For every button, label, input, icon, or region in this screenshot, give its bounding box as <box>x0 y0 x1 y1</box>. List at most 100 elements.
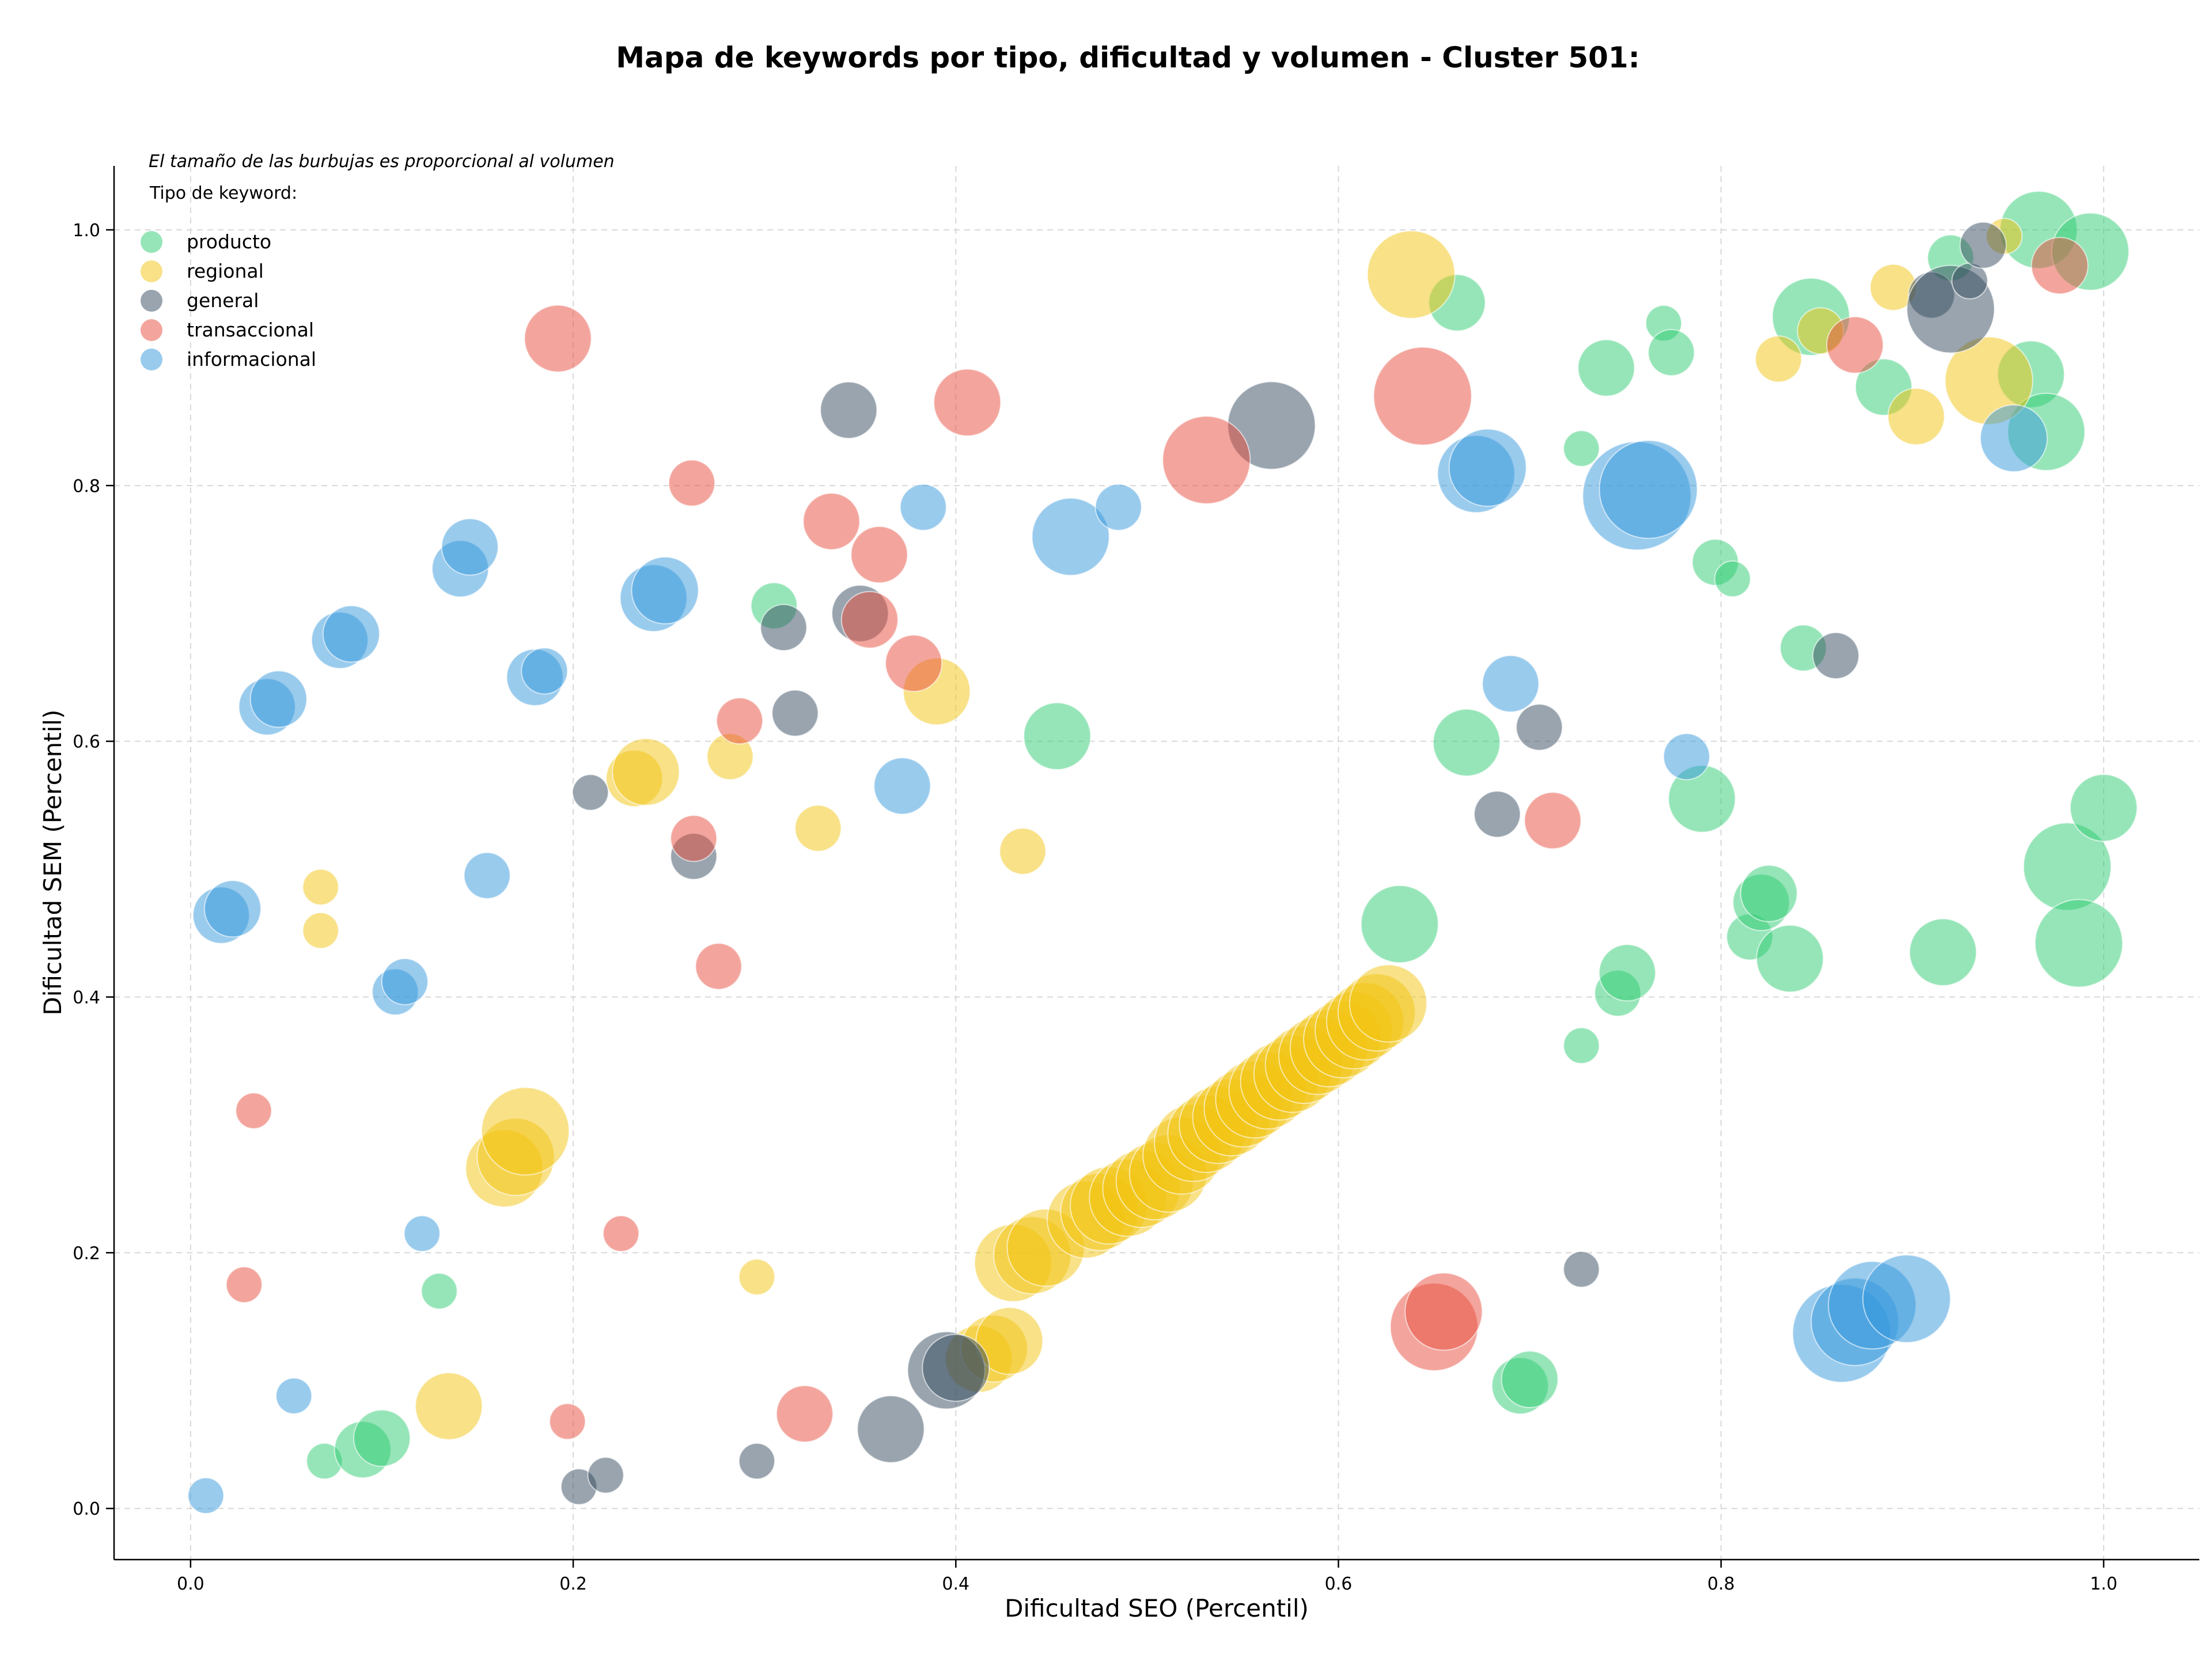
regional-bubble <box>999 827 1047 875</box>
regional-bubble <box>415 1372 483 1440</box>
regional-bubble <box>1887 388 1945 445</box>
regional-bubble <box>612 737 680 806</box>
informacional-bubble <box>521 647 569 695</box>
informacional-bubble <box>899 483 947 531</box>
y-axis-label: Dificultad SEM (Percentil) <box>39 710 67 1016</box>
legend-items: producto regional general transaccional info… <box>141 230 316 370</box>
informacional-bubble <box>1448 428 1527 507</box>
producto-bubble <box>1023 702 1092 770</box>
y-tick-label: 0.0 <box>73 1499 100 1519</box>
transaccional-bubble <box>225 1266 263 1303</box>
general-bubble <box>771 689 819 737</box>
informacional-bubble <box>381 958 429 1005</box>
informacional-bubble <box>1599 440 1698 539</box>
transaccional-legend-label: transaccional <box>187 319 314 341</box>
producto-bubble <box>1577 339 1635 397</box>
y-tick-label: 1.0 <box>73 221 100 241</box>
producto-bubble <box>1740 864 1798 922</box>
regional-bubble <box>794 804 842 852</box>
general-bubble <box>760 604 808 652</box>
general-bubble <box>572 774 609 811</box>
transaccional-bubble <box>775 1385 834 1443</box>
x-tick-label: 1.0 <box>2090 1574 2118 1594</box>
x-tick-label: 0.0 <box>177 1574 204 1594</box>
y-tick-label: 0.6 <box>73 732 100 752</box>
informacional-legend-label: informacional <box>187 348 316 370</box>
transaccional-bubble <box>1373 346 1472 446</box>
informacional-bubble <box>1862 1254 1951 1344</box>
general-bubble <box>587 1456 624 1494</box>
y-tick-label: 0.4 <box>73 988 100 1008</box>
transaccional-bubble <box>549 1403 586 1440</box>
transaccional-bubble <box>716 697 763 745</box>
general-bubble <box>857 1395 925 1463</box>
producto-bubble <box>353 1409 411 1467</box>
producto-legend-label: producto <box>187 230 271 253</box>
producto-bubble <box>1714 560 1751 597</box>
producto-bubble <box>2069 774 2138 842</box>
producto-bubble <box>1360 885 1439 963</box>
y-tick-label: 0.8 <box>73 476 100 497</box>
regional-bubble <box>1755 335 1802 383</box>
x-tick-label: 0.2 <box>559 1574 587 1594</box>
chart-title: Mapa de keywords por tipo, dificultad y … <box>616 41 1639 74</box>
transaccional-bubble <box>2031 237 2089 295</box>
general-bubble <box>820 381 878 439</box>
general-legend-marker <box>141 290 162 312</box>
transaccional-bubble <box>1404 1272 1483 1351</box>
general-bubble <box>1474 790 1521 838</box>
x-tick-label: 0.6 <box>1325 1574 1353 1594</box>
transaccional-legend-marker <box>141 319 162 341</box>
informacional-bubble <box>203 880 262 938</box>
informacional-bubble <box>873 757 931 815</box>
producto-bubble <box>1756 924 1824 993</box>
informacional-bubble <box>441 518 499 576</box>
regional-legend-marker <box>141 260 162 282</box>
informacional-bubble <box>1662 733 1710 781</box>
informacional-bubble <box>631 556 699 625</box>
producto-bubble <box>1433 708 1501 777</box>
x-tick-label: 0.8 <box>1707 1574 1735 1594</box>
producto-legend-marker <box>141 231 162 253</box>
transaccional-bubble <box>840 591 899 649</box>
regional-bubble <box>481 1087 570 1176</box>
regional-legend-label: regional <box>187 260 264 282</box>
transaccional-bubble <box>802 493 861 550</box>
informacional-bubble <box>249 670 308 728</box>
transaccional-bubble <box>1826 316 1884 374</box>
producto-bubble <box>1909 918 1977 986</box>
legend-note: El tamaño de las burbujas es proporciona… <box>149 152 615 172</box>
regional-bubble <box>302 912 339 949</box>
producto-bubble <box>1563 430 1600 467</box>
informacional-bubble <box>1031 497 1110 576</box>
transaccional-bubble <box>885 634 943 693</box>
producto-bubble <box>1599 944 1656 1002</box>
x-tick-label: 0.4 <box>942 1574 969 1594</box>
transaccional-bubble <box>1162 415 1251 505</box>
producto-bubble <box>2034 899 2123 988</box>
transaccional-bubble <box>695 943 743 990</box>
transaccional-bubble <box>933 368 1002 437</box>
transaccional-bubble <box>235 1092 272 1129</box>
regional-bubble <box>302 868 339 906</box>
transaccional-bubble <box>668 459 715 507</box>
bubble-layer <box>187 191 2138 1514</box>
general-bubble <box>922 1334 990 1402</box>
regional-bubble <box>1349 964 1427 1043</box>
transaccional-bubble <box>850 525 908 584</box>
general-bubble <box>1959 221 2007 269</box>
general-legend-label: general <box>187 289 259 312</box>
general-bubble <box>1516 703 1563 751</box>
informacional-bubble <box>187 1477 225 1514</box>
informacional-bubble <box>1482 654 1540 713</box>
producto-bubble <box>1647 329 1695 376</box>
informacional-legend-marker <box>141 349 162 370</box>
informacional-bubble <box>322 605 380 663</box>
regional-bubble <box>1366 230 1456 319</box>
informacional-bubble <box>463 852 511 899</box>
producto-bubble <box>1563 1027 1600 1064</box>
regional-bubble <box>738 1258 775 1296</box>
legend-title: Tipo de keyword: <box>149 183 297 203</box>
producto-bubble <box>421 1273 458 1310</box>
